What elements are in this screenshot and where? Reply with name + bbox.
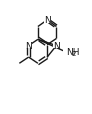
Text: N: N: [44, 16, 51, 25]
Text: N: N: [25, 42, 32, 51]
Text: NH: NH: [66, 48, 79, 57]
Bar: [63, 49, 76, 55]
Text: N: N: [53, 42, 60, 51]
Bar: [25, 44, 32, 49]
Bar: [53, 44, 60, 49]
Text: 2: 2: [71, 51, 75, 57]
Bar: [44, 18, 51, 23]
